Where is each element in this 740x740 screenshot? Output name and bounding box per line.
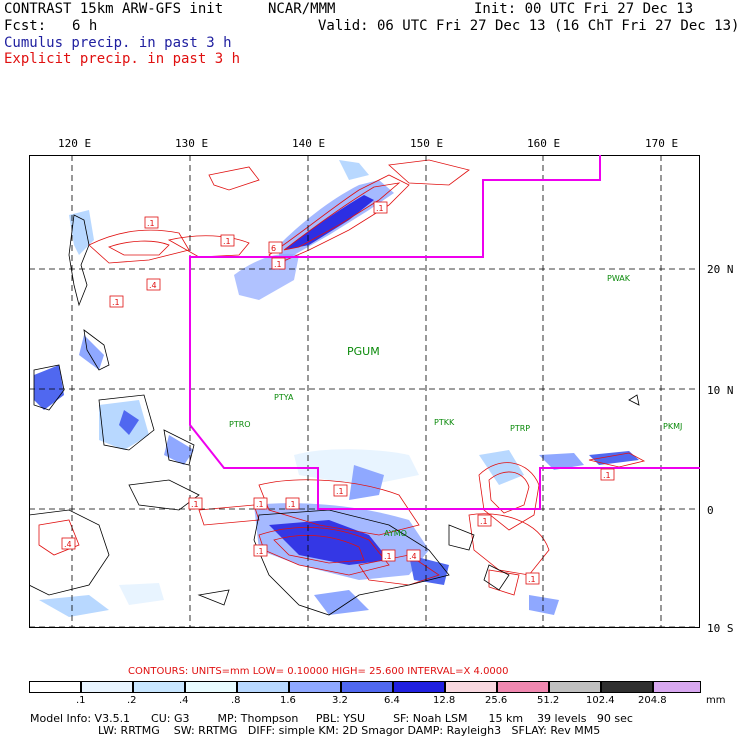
contour-label: .4 xyxy=(406,549,421,562)
contour-label: .1 xyxy=(188,497,203,510)
color-bar-value: 204.8 xyxy=(638,695,667,706)
svg-text:.1: .1 xyxy=(112,298,120,307)
station-label: PWAK xyxy=(607,274,631,283)
station-label: PTKK xyxy=(434,418,455,427)
color-bar-value: .8 xyxy=(231,695,241,706)
model-info-line2: LW: RRTMG SW: RRTMG DIFF: simple KM: 2D … xyxy=(98,724,601,737)
svg-text:.1: .1 xyxy=(480,517,488,526)
station-label: PTRP xyxy=(510,424,530,433)
station-label: PGUM xyxy=(347,345,380,358)
color-bar-segment xyxy=(445,681,497,693)
lon-label: 130 E xyxy=(175,137,209,150)
svg-text:.1: .1 xyxy=(603,471,611,480)
contour-label: .4 xyxy=(146,278,161,291)
color-bar-value: 102.4 xyxy=(586,695,615,706)
svg-text:.4: .4 xyxy=(149,281,157,290)
lat-label: 20 N xyxy=(707,263,734,276)
contours-info: CONTOURS: UNITS=mm LOW= 0.10000 HIGH= 25… xyxy=(128,666,509,677)
svg-text:.1: .1 xyxy=(191,500,199,509)
svg-text:.4: .4 xyxy=(64,540,72,549)
station-label: PKMJ xyxy=(663,422,682,431)
lon-label: 160 E xyxy=(527,137,561,150)
model-title: CONTRAST 15km ARW-GFS init xyxy=(4,1,224,17)
lon-label: 120 E xyxy=(58,137,92,150)
svg-text:.1: .1 xyxy=(147,219,155,228)
contour-label: .1 xyxy=(373,201,388,214)
svg-text:.1: .1 xyxy=(376,204,384,213)
lat-label: 10 S xyxy=(707,622,734,635)
lat-label: 0 xyxy=(707,504,714,517)
contour-label: .1 xyxy=(271,257,286,270)
color-bar-value: 12.8 xyxy=(433,695,456,706)
station-label: AYMO xyxy=(384,529,407,538)
contour-label: .1 xyxy=(109,295,124,308)
contour-label: .1 xyxy=(600,468,615,481)
contour-labels: .1 .1 .4 .1 .1 6 .1 .1 .1 .1 .4 .1 .1 .1… xyxy=(61,201,615,585)
contour-label: .1 xyxy=(381,549,396,562)
station-label: PTYA xyxy=(274,393,294,402)
station-label: PTRO xyxy=(229,420,251,429)
color-bar-value: 6.4 xyxy=(384,695,400,706)
color-bar-segment xyxy=(653,681,701,693)
svg-text:.1: .1 xyxy=(528,575,536,584)
color-bar-segment xyxy=(133,681,185,693)
subdomain-boundary xyxy=(189,155,700,510)
svg-text:.1: .1 xyxy=(288,500,296,509)
model-info-line1: Model Info: V3.5.1 CU: G3 MP: Thompson P… xyxy=(30,712,633,725)
color-bar-segment xyxy=(549,681,601,693)
init-time: Init: 00 UTC Fri 27 Dec 13 xyxy=(474,1,694,17)
svg-text:.1: .1 xyxy=(223,237,231,246)
color-bar-segment xyxy=(237,681,289,693)
contour-label: .1 xyxy=(253,544,268,557)
color-bar-segment xyxy=(185,681,237,693)
color-bar-value: 1.6 xyxy=(280,695,296,706)
lat-label: 10 N xyxy=(707,384,734,397)
color-bar-value: 25.6 xyxy=(485,695,508,706)
color-bar-segment xyxy=(289,681,341,693)
fcst-value: 6 h xyxy=(72,18,98,34)
svg-text:.1: .1 xyxy=(384,552,392,561)
explicit-legend: Explicit precip. in past 3 h xyxy=(4,51,241,67)
contour-label: .1 xyxy=(253,497,268,510)
valid-time: Valid: 06 UTC Fri 27 Dec 13 (16 ChT Fri … xyxy=(318,18,740,34)
color-bar-value: 51.2 xyxy=(537,695,560,706)
color-bar-segment xyxy=(601,681,653,693)
color-bar-segment xyxy=(393,681,445,693)
color-bar-value: .1 xyxy=(76,695,86,706)
color-bar-value: 3.2 xyxy=(332,695,348,706)
lon-label: 170 E xyxy=(645,137,679,150)
color-bar-segment xyxy=(81,681,133,693)
cumulus-legend: Cumulus precip. in past 3 h xyxy=(4,35,232,51)
lon-label: 150 E xyxy=(410,137,444,150)
color-bar-value: .2 xyxy=(127,695,137,706)
contour-label: .1 xyxy=(477,514,492,527)
lon-label: 140 E xyxy=(292,137,326,150)
contour-label: .1 xyxy=(144,216,159,229)
contour-label: .1 xyxy=(220,234,235,247)
contour-label: 6 xyxy=(268,241,283,254)
contour-label: .1 xyxy=(333,484,348,497)
explicit-precip-contours xyxy=(38,159,646,596)
svg-text:.1: .1 xyxy=(336,487,344,496)
contour-label: .1 xyxy=(285,497,300,510)
color-bar-units: mm xyxy=(706,695,726,706)
color-bar-value: .4 xyxy=(179,695,189,706)
color-bar-segment xyxy=(497,681,549,693)
svg-text:.1: .1 xyxy=(256,500,264,509)
contour-label: .4 xyxy=(61,537,76,550)
svg-text:.1: .1 xyxy=(274,260,282,269)
color-bar-segment xyxy=(29,681,81,693)
precip-map: PGUM PTYA PTRO PTKK PTRP PKMJ PWAK AYMO … xyxy=(29,155,700,628)
fcst-label: Fcst: xyxy=(4,18,47,34)
svg-text:.1: .1 xyxy=(256,547,264,556)
svg-text:6: 6 xyxy=(271,244,276,253)
org-label: NCAR/MMM xyxy=(268,1,336,17)
color-bar-segment xyxy=(341,681,393,693)
contour-label: .1 xyxy=(525,572,540,585)
svg-text:.4: .4 xyxy=(409,552,417,561)
